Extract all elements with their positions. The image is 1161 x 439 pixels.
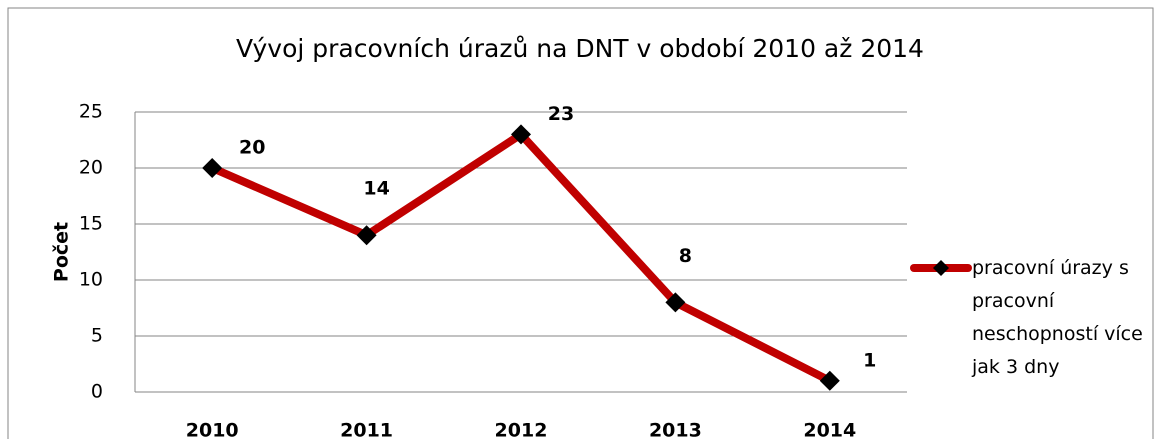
y-tick-label: 10 [79,269,103,291]
x-tick-label: 2014 [803,420,856,439]
data-point [819,370,840,391]
data-label: 14 [363,178,389,200]
chart-title: Vývoj pracovních úrazů na DNT v období 2… [236,34,924,63]
data-point [356,225,377,246]
legend-label: pracovní úrazy s pracovní neschopností v… [972,257,1143,378]
x-tick-label: 2010 [186,420,239,439]
data-point [511,124,531,145]
y-tick-label: 15 [79,213,103,235]
y-tick-label: 0 [91,381,103,403]
y-tick-label: 5 [91,325,103,347]
data-point [202,158,223,178]
x-tick-label: 2013 [649,420,702,439]
x-tick-label: 2011 [340,420,393,439]
data-label: 1 [863,349,876,371]
series-line [210,130,832,385]
y-axis-label: Počet [51,222,73,282]
y-tick-label: 25 [79,101,103,123]
data-label: 23 [548,103,574,125]
data-label: 20 [239,137,265,159]
data-label: 8 [679,245,692,267]
x-tick-label: 2012 [495,420,548,439]
data-point [665,292,686,313]
legend-marker [933,260,949,276]
y-tick-label: 20 [79,157,103,179]
chart-frame [7,7,1154,439]
